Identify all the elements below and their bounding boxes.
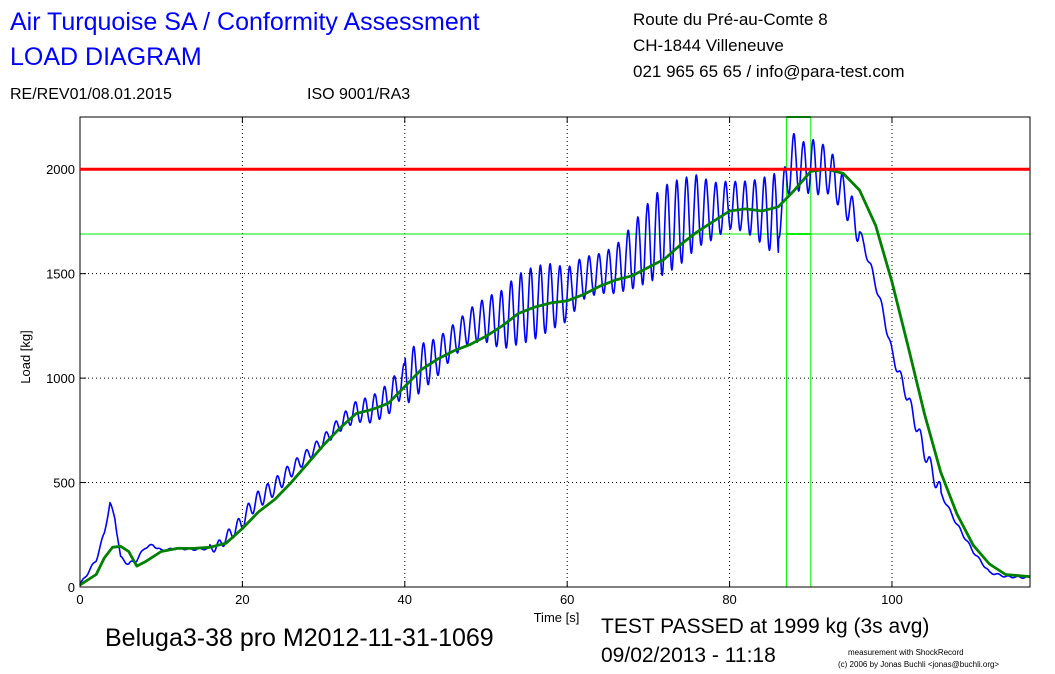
- x-tick-label: 60: [560, 592, 574, 607]
- chart-title: Air Turquoise SA / Conformity Assessment: [10, 8, 480, 36]
- x-tick-label: 80: [722, 592, 736, 607]
- x-axis-label: Time [s]: [534, 610, 580, 625]
- test-identifier: Beluga3-38 pro M2012-11-31-1069: [105, 624, 494, 652]
- chart-subtitle: LOAD DIAGRAM: [10, 43, 202, 71]
- series-load-raw: [79, 133, 1031, 586]
- plot-series: [79, 133, 1031, 587]
- credit-line-2: (c) 2006 by Jonas Buchli <jonas@buchli.o…: [838, 660, 1000, 669]
- plot-frame: [79, 116, 1031, 588]
- x-tick-label: 0: [76, 592, 83, 607]
- test-result: TEST PASSED at 1999 kg (3s avg): [601, 615, 930, 638]
- y-axis-label: Load [kg]: [18, 330, 33, 384]
- iso-standard-label: ISO 9001/RA3: [307, 86, 411, 103]
- series-load-average: [79, 167, 1031, 587]
- x-tick-label: 40: [398, 592, 412, 607]
- address-street: Route du Pré-au-Comte 8: [633, 10, 828, 29]
- y-tick-label: 2000: [46, 162, 75, 177]
- y-tick-label: 1500: [46, 267, 75, 282]
- y-tick-label: 500: [53, 476, 75, 491]
- address-contact: 021 965 65 65 / info@para-test.com: [633, 62, 905, 81]
- reference-lines: [80, 116, 1030, 587]
- y-tick-label: 1000: [46, 371, 75, 386]
- x-tick-label: 20: [235, 592, 249, 607]
- address-city: CH-1844 Villeneuve: [633, 36, 784, 55]
- credit-line-1: measurement with ShockRecord: [848, 648, 964, 657]
- x-tick-label: 100: [881, 592, 903, 607]
- chart-grid: [80, 117, 1030, 587]
- test-datetime: 09/02/2013 - 11:18: [601, 644, 776, 667]
- revision-label: RE/REV01/08.01.2015: [10, 86, 172, 103]
- y-tick-label: 0: [68, 580, 75, 595]
